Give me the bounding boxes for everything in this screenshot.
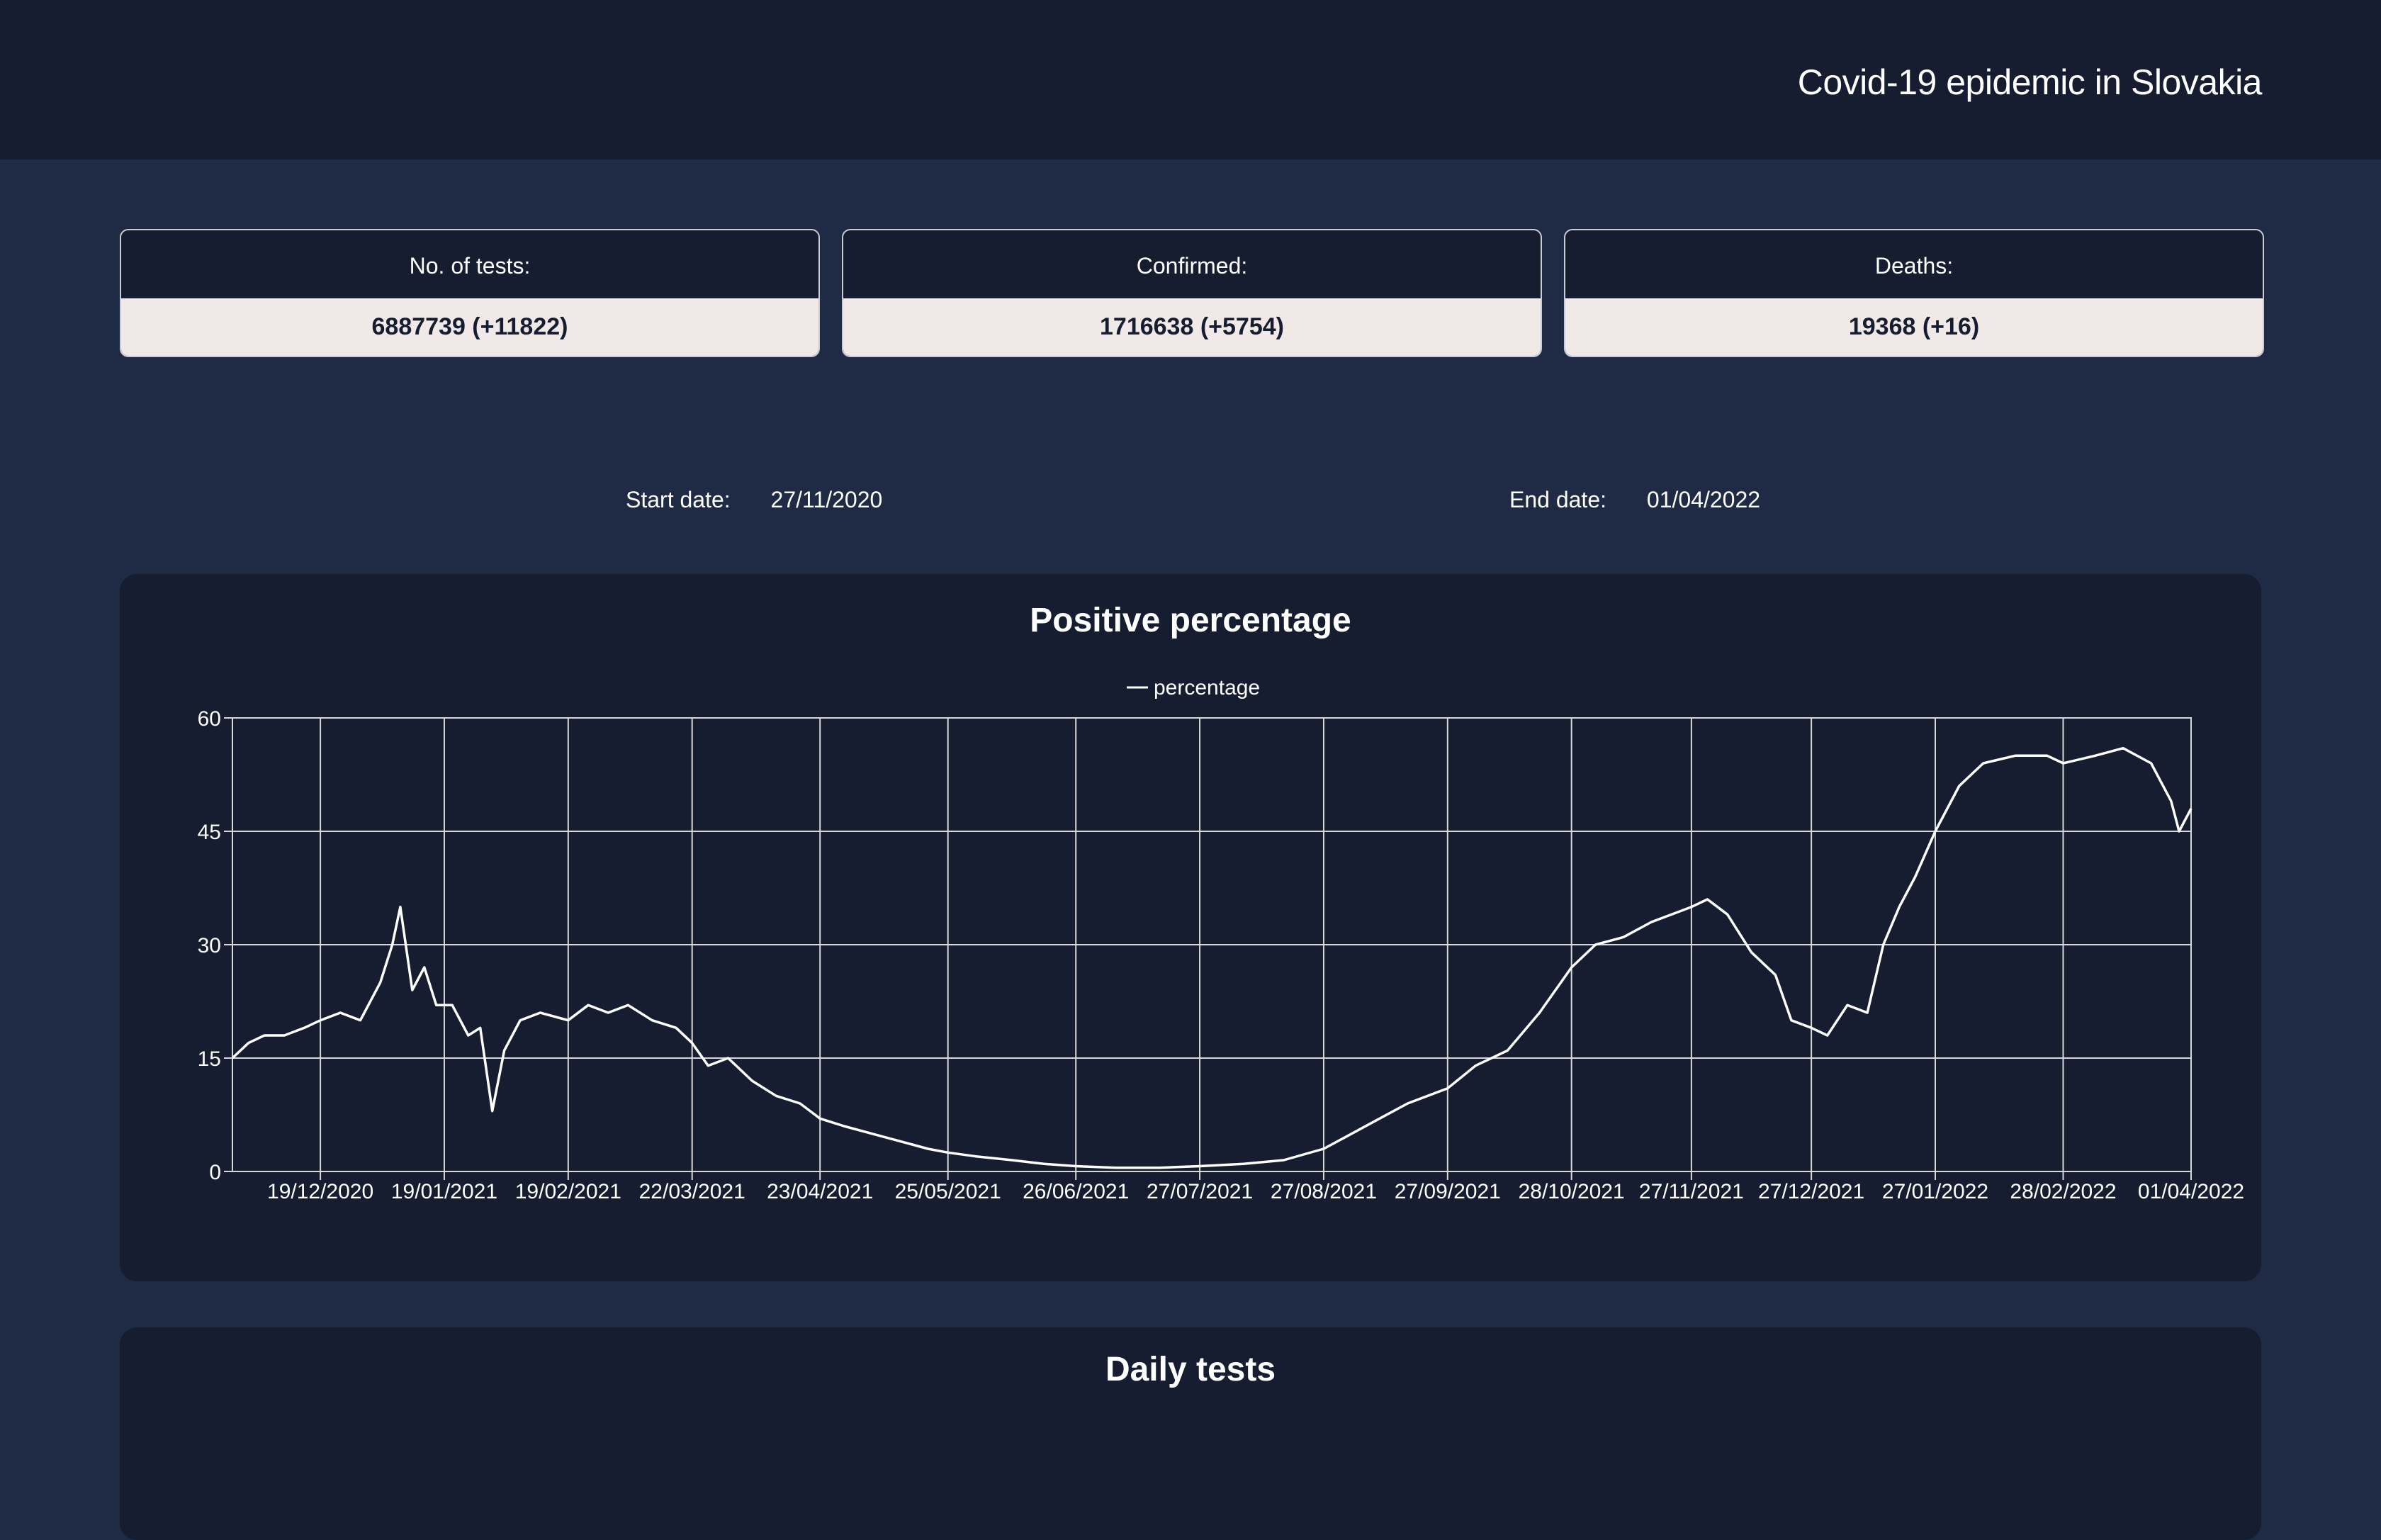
x-tick-label: 01/04/2022 [2138, 1180, 2244, 1203]
x-tick-label: 27/01/2022 [1882, 1180, 1988, 1203]
x-tick-label: 26/06/2021 [1023, 1180, 1129, 1203]
x-tick-label: 23/04/2021 [767, 1180, 873, 1203]
positive-percentage-panel: Positive percentage 0 15 30 45 60 19/12/2020 1… [120, 574, 2261, 1281]
confirmed-label: Confirmed: [1136, 253, 1248, 279]
daily-tests-panel: Daily tests [120, 1327, 2261, 1540]
x-tick-label: 27/11/2021 [1639, 1180, 1744, 1203]
positive-percentage-chart: 0 15 30 45 60 19/12/2020 19/01/2021 19/02/2021 2… [198, 676, 2244, 1203]
confirmed-card: Confirmed: 1716638 (+5754) [842, 229, 1542, 357]
start-date-input[interactable]: 27/11/2020 [770, 487, 883, 512]
deaths-card: Deaths: 19368 (+16) [1564, 229, 2264, 357]
daily-tests-title: Daily tests [1105, 1351, 1276, 1388]
x-tick-label: 22/03/2021 [639, 1180, 745, 1203]
y-tick-label: 60 [198, 707, 221, 731]
stats-cards: No. of tests: 6887739 (+11822) Confirmed… [120, 229, 2264, 357]
deaths-value: 19368 (+16) [1565, 298, 2263, 356]
end-date-filter: End date: 01/04/2022 [1509, 482, 1760, 517]
end-date-label: End date: [1509, 487, 1606, 512]
top-bar: Covid-19 epidemic in Slovakia [0, 0, 2381, 159]
deaths-label: Deaths: [1874, 253, 1954, 279]
tests-value: 6887739 (+11822) [121, 298, 818, 356]
x-tick-label: 27/07/2021 [1147, 1180, 1253, 1203]
tests-label: No. of tests: [409, 253, 531, 279]
chart-grid [232, 717, 2192, 1172]
confirmed-value: 1716638 (+5754) [843, 298, 1541, 356]
start-date-filter: Start date: 27/11/2020 [626, 482, 882, 517]
tests-card: No. of tests: 6887739 (+11822) [120, 229, 820, 357]
chart-legend: percentage [1127, 676, 1260, 699]
x-tick-label: 27/12/2021 [1758, 1180, 1864, 1203]
x-tick-label: 19/02/2021 [515, 1180, 621, 1203]
series-line-percentage [231, 746, 2193, 1169]
y-tick-label: 15 [198, 1047, 221, 1071]
x-tick-label: 27/08/2021 [1271, 1180, 1377, 1203]
y-tick-label: 0 [209, 1161, 221, 1184]
start-date-label: Start date: [626, 487, 731, 512]
x-tick-label: 19/12/2020 [267, 1180, 373, 1203]
legend-label: percentage [1154, 676, 1260, 699]
chart-title: Positive percentage [1030, 602, 1351, 639]
end-date-input[interactable]: 01/04/2022 [1646, 487, 1761, 512]
x-tick-label: 19/01/2021 [391, 1180, 497, 1203]
x-tick-label: 27/09/2021 [1395, 1180, 1501, 1203]
y-tick-label: 30 [198, 934, 221, 957]
x-tick-label: 25/05/2021 [895, 1180, 1001, 1203]
chart-axes: 0 15 30 45 60 19/12/2020 19/01/2021 19/02/2021 2… [198, 707, 2244, 1203]
x-tick-label: 28/02/2022 [2010, 1180, 2116, 1203]
chart-series [231, 746, 2193, 1169]
y-tick-label: 45 [198, 821, 221, 844]
x-tick-label: 28/10/2021 [1519, 1180, 1625, 1203]
app-title: Covid-19 epidemic in Slovakia [1797, 62, 2263, 102]
